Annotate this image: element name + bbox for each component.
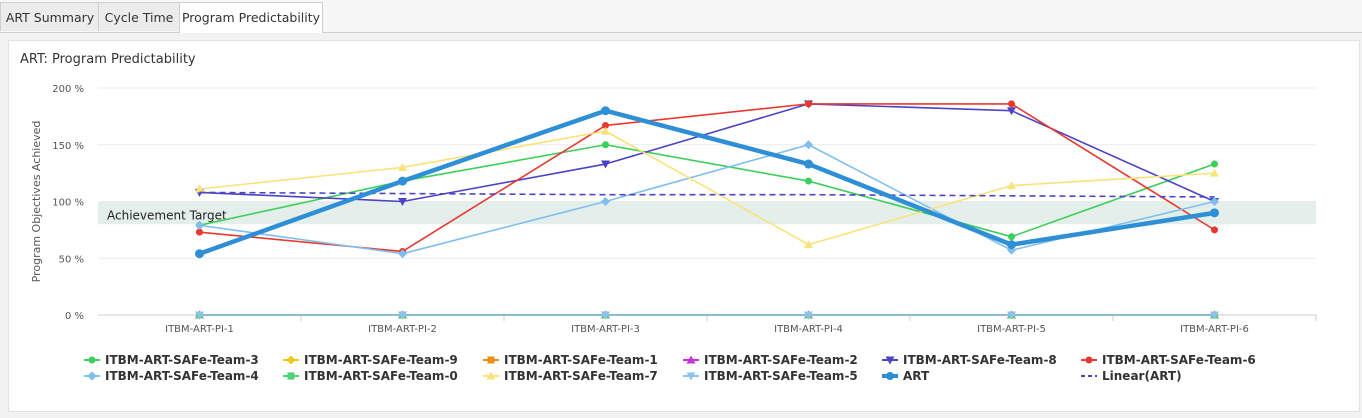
legend-marker-itbm-art-safe-team-0 xyxy=(287,372,295,380)
data-point-itbm-art-safe-team-4 xyxy=(195,220,204,230)
series-line-linear-art xyxy=(199,191,1215,198)
y-tick-label: 50 % xyxy=(59,254,84,265)
data-point-itbm-art-safe-team-6 xyxy=(805,100,812,108)
legend-marker-itbm-art-safe-team-4 xyxy=(87,371,97,381)
data-point-itbm-art-safe-team-6 xyxy=(196,228,203,236)
tab-bar: ART Summary Cycle Time Program Predictab… xyxy=(0,0,1362,33)
data-point-itbm-art-safe-team-7 xyxy=(601,126,610,135)
series-line-itbm-art-safe-team-3 xyxy=(199,143,1215,238)
y-tick-label: 100 % xyxy=(52,198,84,209)
data-point-itbm-art-safe-team-6 xyxy=(602,121,609,129)
data-point-itbm-art-safe-team-7 xyxy=(1210,168,1219,177)
y-axis-label: Program Objectives Achieved xyxy=(30,121,43,283)
data-point-itbm-art-safe-team-8 xyxy=(398,198,407,206)
y-tick-label: 150 % xyxy=(52,141,84,152)
y-tick-label: 200 % xyxy=(52,84,84,95)
legend-marker-art xyxy=(886,372,894,380)
achievement-target-band xyxy=(98,201,1316,225)
legend-item-itbm-art-safe-team-9[interactable]: ITBM-ART-SAFe-Team-9 xyxy=(304,353,458,367)
legend-marker-itbm-art-safe-team-6 xyxy=(1085,356,1093,364)
data-point-itbm-art-safe-team-4 xyxy=(398,249,407,259)
legend-item-art[interactable]: ART xyxy=(903,369,930,383)
legend-marker-itbm-art-safe-team-9 xyxy=(286,355,296,365)
series-line-itbm-art-safe-team-4 xyxy=(199,143,1215,255)
data-point-itbm-art-safe-team-7 xyxy=(1007,181,1016,190)
data-point-itbm-art-safe-team-8 xyxy=(1007,107,1016,116)
legend-item-itbm-art-safe-team-2[interactable]: ITBM-ART-SAFe-Team-2 xyxy=(704,353,858,367)
series-line-art xyxy=(198,108,1215,256)
data-point-art xyxy=(195,249,204,259)
data-point-art xyxy=(601,106,610,116)
legend-marker-itbm-art-safe-team-5 xyxy=(686,372,696,381)
data-point-itbm-art-safe-team-4 xyxy=(1210,197,1219,206)
achievement-target-label: Achievement Target xyxy=(107,209,227,223)
tab-art-summary[interactable]: ART Summary xyxy=(0,2,100,31)
data-point-itbm-art-safe-team-8 xyxy=(601,160,610,169)
data-point-itbm-art-safe-team-3 xyxy=(1211,160,1218,168)
legend-item-itbm-art-safe-team-6[interactable]: ITBM-ART-SAFe-Team-6 xyxy=(1102,353,1256,367)
x-tick-label: ITBM-ART-PI-1 xyxy=(165,324,234,335)
data-point-art xyxy=(398,176,407,186)
series-line-itbm-art-safe-team-8 xyxy=(199,103,1215,203)
data-point-art xyxy=(1007,240,1016,250)
data-point-itbm-art-safe-team-3 xyxy=(602,141,609,149)
tab-program-predictability[interactable]: Program Predictability xyxy=(179,2,323,33)
data-point-itbm-art-safe-team-4 xyxy=(804,140,813,150)
legend-item-itbm-art-safe-team-0[interactable]: ITBM-ART-SAFe-Team-0 xyxy=(304,369,458,383)
legend-item-itbm-art-safe-team-5[interactable]: ITBM-ART-SAFe-Team-5 xyxy=(704,369,858,383)
legend-marker-itbm-art-safe-team-1 xyxy=(487,356,495,364)
data-point-itbm-art-safe-team-3 xyxy=(1008,233,1015,241)
panel-title: ART: Program Predictability xyxy=(20,52,196,67)
data-point-itbm-art-safe-team-5 xyxy=(804,311,813,320)
series-line-itbm-art-safe-team-6 xyxy=(199,103,1215,253)
legend-item-itbm-art-safe-team-3[interactable]: ITBM-ART-SAFe-Team-3 xyxy=(105,353,259,367)
data-point-itbm-art-safe-team-7 xyxy=(398,162,407,171)
x-tick-label: ITBM-ART-PI-4 xyxy=(774,324,843,335)
data-point-itbm-art-safe-team-7 xyxy=(804,240,813,249)
y-tick-label: 0 % xyxy=(65,311,84,322)
x-tick-label: ITBM-ART-PI-5 xyxy=(977,324,1046,335)
data-point-itbm-art-safe-team-6 xyxy=(1008,100,1015,108)
data-point-itbm-art-safe-team-5 xyxy=(398,311,407,320)
data-point-itbm-art-safe-team-4 xyxy=(601,197,610,206)
data-point-itbm-art-safe-team-6 xyxy=(1211,226,1218,234)
legend-item-itbm-art-safe-team-8[interactable]: ITBM-ART-SAFe-Team-8 xyxy=(903,353,1057,367)
legend-marker-itbm-art-safe-team-8 xyxy=(885,356,895,365)
legend-marker-itbm-art-safe-team-3 xyxy=(88,356,96,364)
data-point-itbm-art-safe-team-5 xyxy=(195,311,204,320)
legend-item-itbm-art-safe-team-1[interactable]: ITBM-ART-SAFe-Team-1 xyxy=(504,353,658,367)
data-point-itbm-art-safe-team-3 xyxy=(805,177,812,185)
series-line-itbm-art-safe-team-7 xyxy=(199,130,1215,246)
data-point-itbm-art-safe-team-5 xyxy=(601,311,610,320)
legend-marker-itbm-art-safe-team-7 xyxy=(486,371,496,380)
x-tick-label: ITBM-ART-PI-2 xyxy=(368,324,437,335)
x-tick-label: ITBM-ART-PI-3 xyxy=(571,324,640,335)
x-tick-label: ITBM-ART-PI-6 xyxy=(1180,324,1249,335)
data-point-art xyxy=(804,159,813,169)
data-point-itbm-art-safe-team-7 xyxy=(195,184,204,193)
data-point-itbm-art-safe-team-5 xyxy=(1210,311,1219,320)
data-point-itbm-art-safe-team-5 xyxy=(1007,311,1016,320)
legend-item-itbm-art-safe-team-4[interactable]: ITBM-ART-SAFe-Team-4 xyxy=(105,369,259,383)
legend-marker-itbm-art-safe-team-2 xyxy=(686,355,696,364)
legend-item-itbm-art-safe-team-7[interactable]: ITBM-ART-SAFe-Team-7 xyxy=(504,369,658,383)
legend-item-linear-art[interactable]: Linear(ART) xyxy=(1102,369,1182,383)
data-point-art xyxy=(1210,208,1219,218)
